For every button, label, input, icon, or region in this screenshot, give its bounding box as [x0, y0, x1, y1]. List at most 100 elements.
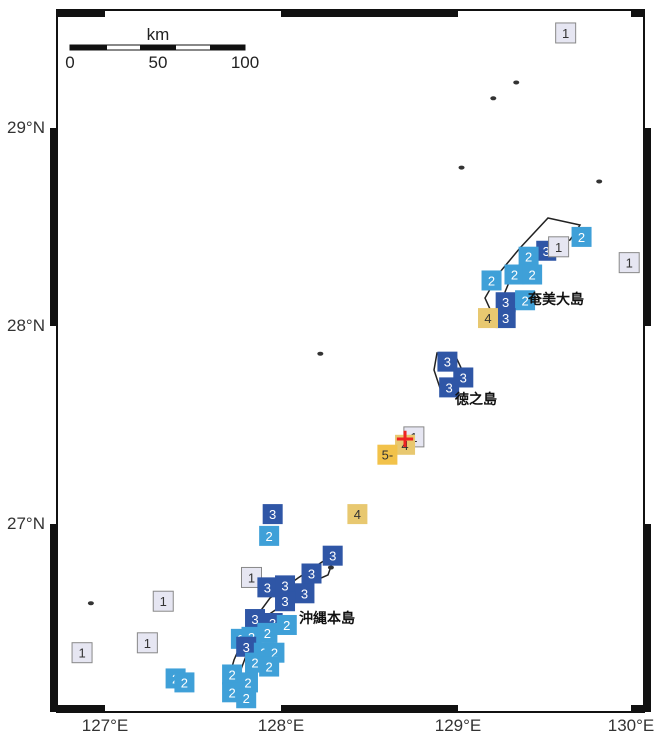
lat-tick-27: 27°N: [7, 514, 45, 533]
intensity-marker-2: 2: [481, 270, 502, 291]
intensity-marker-1: 1: [136, 632, 158, 654]
intensity-box: [237, 672, 258, 693]
intensity-value: 1: [248, 570, 255, 585]
intensity-box: [294, 583, 315, 604]
intensity-value: 2: [251, 656, 258, 671]
small-island-2: [458, 165, 465, 170]
scale-label-100: 100: [231, 53, 259, 72]
intensity-box: [347, 504, 368, 525]
small-island-5: [87, 601, 94, 606]
intensity-marker-3: 3: [275, 575, 296, 596]
intensity-value: 1: [555, 240, 562, 255]
intensity-value: 3: [502, 311, 509, 326]
intensity-marker-3: 3: [301, 563, 322, 584]
intensity-marker-1: 1: [71, 642, 93, 664]
intensity-value: 2: [266, 529, 273, 544]
intensity-marker-2: 2: [518, 246, 539, 267]
scale-unit: km: [147, 25, 170, 44]
lat-tick-29: 29°N: [7, 118, 45, 137]
intensity-marker-3: 3: [495, 308, 516, 329]
intensity-marker-1: 1: [152, 590, 174, 612]
intensity-value: 1: [562, 26, 569, 41]
intensity-box: [259, 525, 280, 546]
intensity-box: [275, 591, 296, 612]
intensity-marker-2: 2: [571, 226, 592, 247]
intensity-marker-3: 3: [439, 377, 460, 398]
intensity-box: [136, 632, 158, 654]
intensity-box: [522, 264, 543, 285]
small-island-3: [317, 351, 324, 356]
intensity-value: 3: [308, 567, 315, 582]
intensity-marker-1: 1: [548, 236, 570, 258]
intensity-value: 1: [144, 636, 151, 651]
intensity-marker-3: 3: [275, 591, 296, 612]
intensity-marker-1: 1: [618, 252, 640, 274]
intensity-box: [222, 664, 243, 685]
intensity-box: [275, 575, 296, 596]
intensity-value: 3: [264, 580, 271, 595]
intensity-value: 2: [271, 646, 278, 661]
intensity-markers: 1123122223234333145-43233133331332122232…: [71, 22, 640, 709]
intensity-marker-2: 2: [237, 672, 258, 693]
place-label-okinawa: 沖縄本島: [299, 610, 355, 627]
epicenter-marker: +: [394, 424, 416, 454]
intensity-value: 3: [301, 586, 308, 601]
intensity-box: [618, 252, 640, 274]
intensity-box: [71, 642, 93, 664]
intensity-box: [322, 545, 343, 566]
intensity-box: [276, 614, 297, 635]
intensity-marker-2: 2: [222, 664, 243, 685]
intensity-value: 2: [578, 230, 585, 245]
intensity-value: 3: [444, 355, 451, 370]
intensity-marker-3: 3: [322, 545, 343, 566]
intensity-box: [548, 236, 570, 258]
intensity-box: [174, 672, 195, 693]
lon-tick-130: 130°E: [608, 716, 655, 735]
intensity-box: [262, 504, 283, 525]
intensity-value: 2: [228, 685, 235, 700]
intensity-value: 2: [521, 293, 528, 308]
intensity-box: [555, 22, 577, 44]
intensity-marker-3: 3: [236, 636, 257, 657]
intensity-box: [152, 590, 174, 612]
intensity-value: 2: [243, 691, 250, 706]
intensity-value: 3: [543, 244, 550, 259]
intensity-value: 3: [281, 594, 288, 609]
intensity-marker-2: 2: [504, 264, 525, 285]
intensity-value: 1: [626, 256, 633, 271]
place-labels: 奄美大島 徳之島 沖縄本島: [299, 291, 584, 627]
intensity-box: [236, 636, 257, 657]
intensity-box: [301, 563, 322, 584]
map-frame: [56, 9, 645, 713]
scale-label-0: 0: [65, 53, 74, 72]
intensity-box: [257, 622, 278, 643]
intensity-value: 3: [329, 549, 336, 564]
intensity-box: [571, 226, 592, 247]
intensity-marker-2: 2: [174, 672, 195, 693]
small-island-7: [327, 565, 334, 570]
intensity-box: [395, 434, 416, 455]
intensity-marker-2: 2: [515, 290, 536, 311]
intensity-box: [495, 292, 516, 313]
intensity-value: 2: [525, 250, 532, 265]
intensity-value: 3: [281, 578, 288, 593]
intensity-box: [439, 377, 460, 398]
lon-tick-127: 127°E: [82, 716, 129, 735]
intensity-box: [495, 308, 516, 329]
intensity-value: 3: [502, 295, 509, 310]
intensity-marker-4: 4: [478, 308, 499, 329]
intensity-box: [437, 351, 458, 372]
intensity-value: 2: [283, 618, 290, 633]
intensity-marker-2: 2: [236, 688, 257, 709]
intensity-marker-4: 4: [395, 434, 416, 455]
scale-bar: km 0 50 100: [65, 25, 259, 72]
intensity-marker-1: 1: [555, 22, 577, 44]
intensity-marker-5-: 5-: [377, 444, 398, 465]
intensity-value: 1: [160, 594, 167, 609]
intensity-value: 2: [228, 667, 235, 682]
intensity-value: 3: [446, 380, 453, 395]
intensity-box: [478, 308, 499, 329]
intensity-box: [481, 270, 502, 291]
intensity-value: 2: [266, 660, 273, 675]
